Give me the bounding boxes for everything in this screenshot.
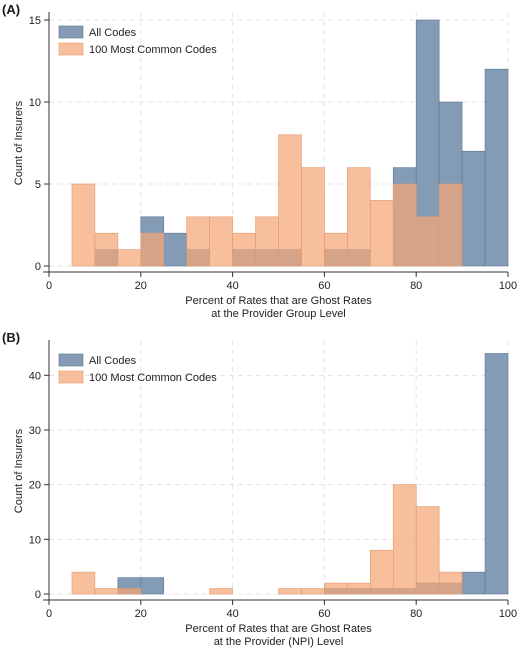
bar [94, 588, 119, 595]
legend-swatch [58, 25, 84, 39]
bar [461, 150, 486, 267]
panel-label: (A) [2, 2, 21, 17]
y-tick-label: 30 [29, 425, 41, 437]
y-axis-title: Count of Insurers [13, 100, 25, 185]
series-100-most-common [71, 484, 463, 595]
y-axis-title: Count of Insurers [13, 428, 25, 513]
x-tick-label: 100 [499, 608, 517, 620]
legend: All Codes 100 Most Common Codes [58, 353, 217, 384]
x-tick-label: 40 [226, 280, 238, 292]
legend-label: All Codes [89, 355, 137, 367]
legend-label: 100 Most Common Codes [89, 44, 217, 56]
bar [438, 183, 463, 267]
y-tick-label: 10 [29, 534, 41, 546]
bar [209, 216, 233, 267]
bar [415, 506, 440, 595]
bar [484, 68, 509, 267]
bar [438, 571, 463, 595]
bar [392, 183, 417, 267]
series-100-most-common [71, 134, 463, 267]
bar [347, 582, 371, 595]
y-tick-label: 20 [29, 480, 41, 492]
x-axis-title-line2: at the Provider Group Level [211, 308, 346, 320]
x-tick-label: 0 [46, 608, 52, 620]
x-tick-label: 20 [135, 608, 147, 620]
bar [163, 232, 188, 267]
bar [71, 571, 96, 595]
legend-label: All Codes [89, 27, 137, 39]
bar [392, 484, 417, 595]
x-axis-title-line1: Percent of Rates that are Ghost Rates [185, 623, 372, 635]
panel-label: (B) [2, 330, 21, 345]
histogram-a: 0 5 10 15 0 20 40 60 80 100 Percent of Rates that … [13, 12, 517, 320]
x-axis-title-line1: Percent of Rates that are Ghost Rates [185, 295, 372, 307]
x-tick-label: 100 [499, 280, 517, 292]
bar [484, 353, 509, 595]
legend-label: 100 Most Common Codes [89, 372, 217, 384]
bar [278, 588, 302, 595]
y-tick-label: 10 [29, 97, 41, 109]
bar [94, 232, 119, 267]
y-tick-label: 40 [29, 370, 41, 382]
panel-a: (A) 0 5 10 15 0 20 40 60 80 100 Percent of Rates t… [2, 2, 517, 320]
bar [461, 571, 486, 595]
legend-swatch [58, 370, 84, 384]
legend-swatch [58, 42, 84, 56]
bar [117, 588, 142, 595]
bar [347, 167, 371, 267]
legend: All Codes 100 Most Common Codes [58, 25, 217, 56]
histogram-b: 0 10 20 30 40 0 20 40 60 80 100 Percent of Rates th… [13, 340, 517, 648]
bar [301, 588, 325, 595]
y-tick-label: 0 [35, 261, 41, 273]
legend-swatch [58, 353, 84, 367]
y-tick-label: 15 [29, 15, 41, 27]
bar [232, 232, 256, 267]
bar [186, 216, 210, 267]
x-tick-label: 40 [226, 608, 238, 620]
x-tick-label: 20 [135, 280, 147, 292]
panel-b: (B) 0 10 20 30 40 0 20 40 60 80 100 Percent of Rate… [0, 328, 520, 656]
bar [209, 588, 233, 595]
bar [369, 200, 394, 267]
x-tick-label: 60 [318, 280, 330, 292]
bar [140, 232, 165, 267]
bar [324, 232, 348, 267]
x-tick-label: 0 [46, 280, 52, 292]
bar [117, 249, 142, 267]
y-tick-label: 5 [35, 179, 41, 191]
bar [369, 549, 394, 595]
x-tick-label: 60 [318, 608, 330, 620]
bar [301, 167, 325, 267]
x-tick-label: 80 [410, 280, 422, 292]
bar [255, 216, 279, 267]
bar [278, 134, 302, 267]
bar [324, 582, 348, 595]
bar [415, 216, 440, 267]
y-tick-label: 0 [35, 589, 41, 601]
bar [71, 183, 96, 267]
bar [140, 577, 165, 595]
x-tick-label: 80 [410, 608, 422, 620]
x-axis-title-line2: at the Provider (NPI) Level [214, 636, 344, 648]
